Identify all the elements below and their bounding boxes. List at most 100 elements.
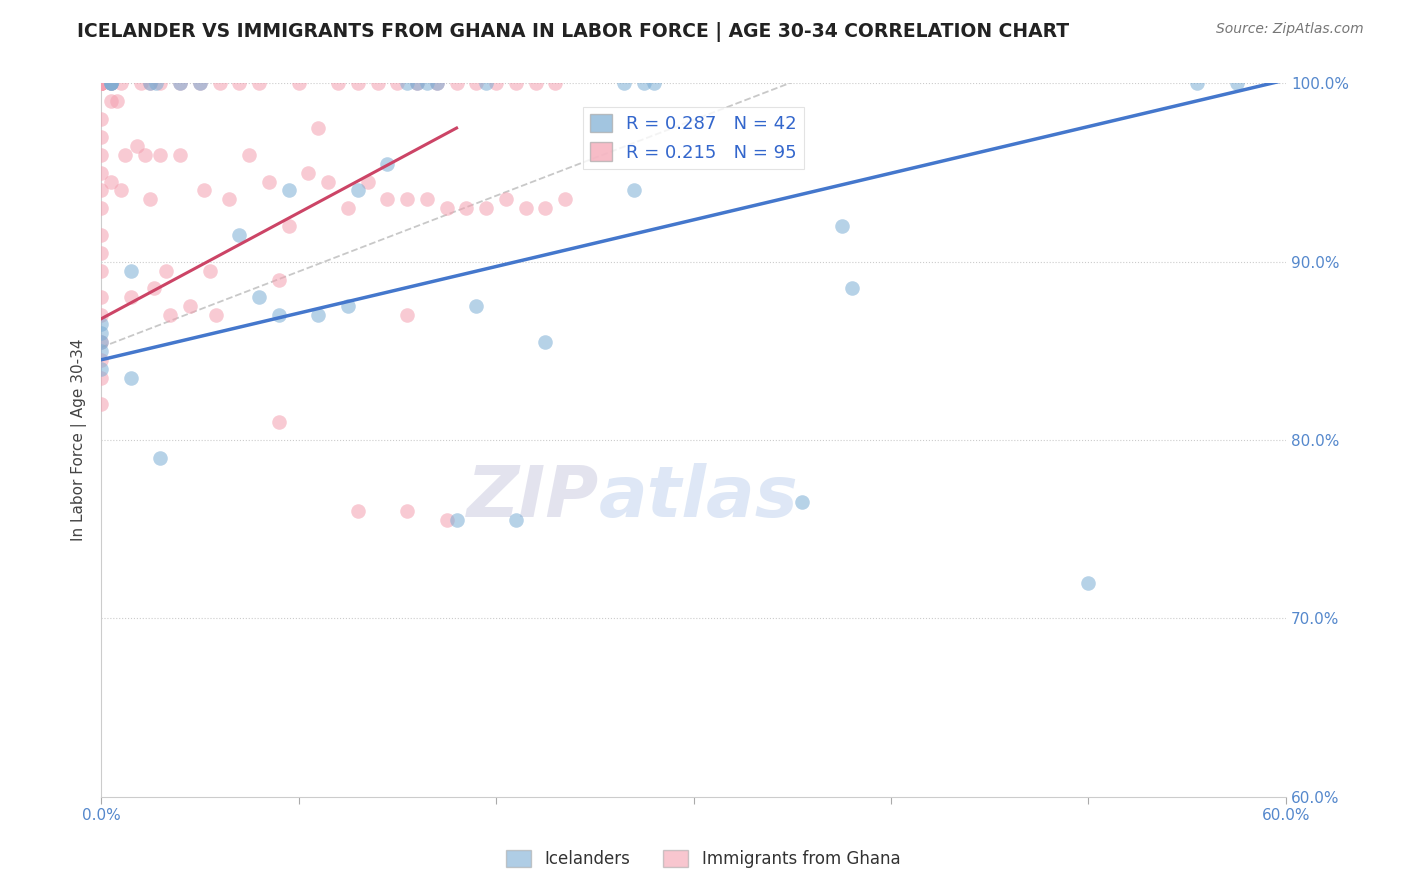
Text: Source: ZipAtlas.com: Source: ZipAtlas.com xyxy=(1216,22,1364,37)
Point xyxy=(145,77,167,91)
Point xyxy=(534,334,557,349)
Point xyxy=(247,77,270,91)
Point xyxy=(90,370,112,384)
Point xyxy=(792,495,814,509)
Point xyxy=(90,77,112,91)
Point xyxy=(139,77,162,91)
Point xyxy=(554,192,576,206)
Point xyxy=(218,192,240,206)
Point xyxy=(90,112,112,127)
Legend: Icelanders, Immigrants from Ghana: Icelanders, Immigrants from Ghana xyxy=(499,843,907,875)
Point xyxy=(204,308,226,322)
Point xyxy=(316,174,339,188)
Point xyxy=(90,263,112,277)
Point xyxy=(139,77,162,91)
Point xyxy=(114,148,136,162)
Point xyxy=(149,77,172,91)
Point xyxy=(90,77,112,91)
Point xyxy=(357,174,380,188)
Point xyxy=(90,77,112,91)
Point xyxy=(188,77,211,91)
Point xyxy=(100,174,122,188)
Point xyxy=(90,334,112,349)
Point xyxy=(267,272,290,286)
Point xyxy=(485,77,508,91)
Point xyxy=(387,77,409,91)
Point xyxy=(347,183,370,197)
Text: atlas: atlas xyxy=(599,463,799,532)
Point xyxy=(257,174,280,188)
Point xyxy=(831,219,853,233)
Point xyxy=(465,299,488,313)
Point xyxy=(238,148,260,162)
Point xyxy=(495,192,517,206)
Text: ZIP: ZIP xyxy=(467,463,599,532)
Point xyxy=(90,77,112,91)
Legend: R = 0.287   N = 42, R = 0.215   N = 95: R = 0.287 N = 42, R = 0.215 N = 95 xyxy=(583,107,804,169)
Point xyxy=(198,263,221,277)
Point xyxy=(277,219,299,233)
Point xyxy=(515,201,537,215)
Point xyxy=(90,227,112,242)
Point xyxy=(90,77,112,91)
Point xyxy=(188,77,211,91)
Point xyxy=(367,77,389,91)
Point xyxy=(475,201,498,215)
Point xyxy=(544,77,567,91)
Point xyxy=(446,513,468,527)
Point xyxy=(90,334,112,349)
Point xyxy=(110,183,132,197)
Point xyxy=(475,77,498,91)
Point xyxy=(613,77,636,91)
Point xyxy=(90,343,112,358)
Text: ICELANDER VS IMMIGRANTS FROM GHANA IN LABOR FORCE | AGE 30-34 CORRELATION CHART: ICELANDER VS IMMIGRANTS FROM GHANA IN LA… xyxy=(77,22,1070,42)
Point xyxy=(1077,575,1099,590)
Point xyxy=(90,308,112,322)
Point xyxy=(505,77,527,91)
Point xyxy=(143,281,166,295)
Point xyxy=(129,77,152,91)
Point xyxy=(396,308,419,322)
Point xyxy=(247,290,270,304)
Point xyxy=(465,77,488,91)
Point xyxy=(90,77,112,91)
Point xyxy=(307,121,329,136)
Point xyxy=(90,77,112,91)
Point xyxy=(377,192,399,206)
Point xyxy=(169,148,191,162)
Point xyxy=(110,77,132,91)
Point xyxy=(426,77,449,91)
Point xyxy=(90,361,112,376)
Point xyxy=(228,77,250,91)
Point xyxy=(100,77,122,91)
Point xyxy=(436,201,458,215)
Point xyxy=(120,263,142,277)
Point xyxy=(633,77,655,91)
Point xyxy=(208,77,231,91)
Point xyxy=(90,77,112,91)
Point xyxy=(90,352,112,367)
Point xyxy=(307,308,329,322)
Point xyxy=(426,77,449,91)
Point xyxy=(534,201,557,215)
Point xyxy=(1185,77,1208,91)
Point xyxy=(505,513,527,527)
Point xyxy=(149,450,172,465)
Point xyxy=(90,317,112,331)
Point xyxy=(396,504,419,518)
Point xyxy=(277,183,299,197)
Point xyxy=(193,183,215,197)
Point xyxy=(446,77,468,91)
Point xyxy=(159,308,181,322)
Point xyxy=(841,281,863,295)
Point xyxy=(228,227,250,242)
Point xyxy=(90,245,112,260)
Point xyxy=(90,77,112,91)
Point xyxy=(169,77,191,91)
Point xyxy=(347,504,370,518)
Point xyxy=(105,95,128,109)
Point xyxy=(456,201,478,215)
Point xyxy=(406,77,429,91)
Point xyxy=(267,415,290,429)
Point xyxy=(377,156,399,170)
